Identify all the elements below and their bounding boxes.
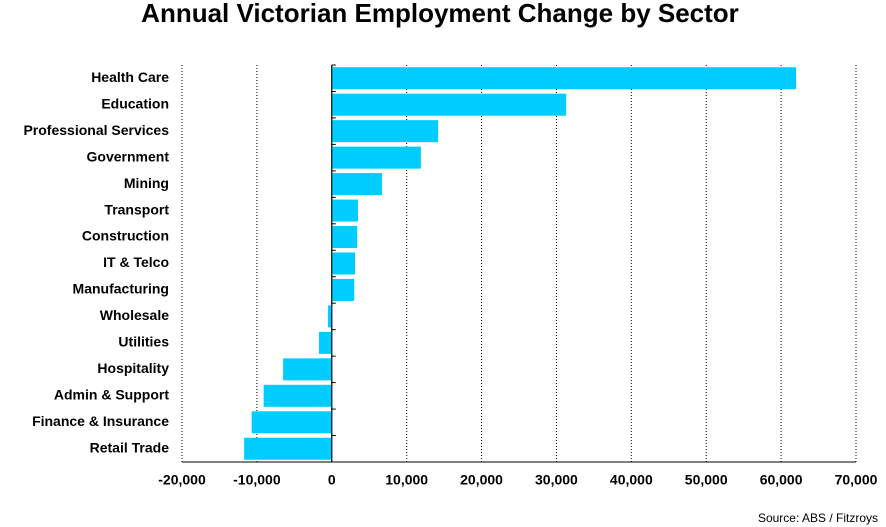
source: Source: ABS / Fitzroys: [758, 511, 878, 525]
bar: [331, 252, 355, 275]
chart-title: Annual Victorian Employment Change by Se…: [141, 0, 739, 28]
y-tick-label: Government: [87, 148, 170, 164]
bar: [331, 120, 439, 143]
y-tick-label: IT & Telco: [103, 254, 169, 270]
y-tick-label: Health Care: [91, 69, 169, 85]
y-tick-label: Wholesale: [100, 307, 169, 323]
x-tick-label: -20,000: [158, 472, 206, 488]
bar: [331, 173, 382, 196]
bar: [331, 278, 355, 301]
bar: [331, 67, 797, 90]
y-tick-label: Retail Trade: [90, 439, 170, 455]
x-tick-label: 70,000: [835, 472, 878, 488]
x-tick-label: -10,000: [233, 472, 281, 488]
bar: [244, 437, 332, 460]
y-tick-label: Admin & Support: [54, 387, 169, 403]
x-tick-label: 40,000: [610, 472, 653, 488]
bar: [331, 199, 358, 222]
bar: [319, 331, 332, 354]
y-tick-label: Utilities: [118, 334, 169, 350]
bar: [328, 305, 332, 328]
x-tick-label: 20,000: [460, 472, 503, 488]
y-tick-label: Professional Services: [23, 122, 169, 138]
y-tick-label: Manufacturing: [73, 281, 169, 297]
bar: [263, 384, 332, 407]
bar: [331, 226, 358, 249]
bar: [331, 146, 421, 169]
y-tick-label: Mining: [124, 175, 169, 191]
bar: [251, 411, 332, 434]
bar: [331, 93, 567, 116]
y-tick-label: Construction: [82, 228, 169, 244]
y-tick-label: Education: [101, 95, 169, 111]
x-tick-label: 50,000: [685, 472, 728, 488]
bar: [283, 358, 332, 381]
x-tick-label: 60,000: [760, 472, 803, 488]
x-tick-label: 0: [328, 472, 336, 488]
x-tick-label: 30,000: [535, 472, 578, 488]
y-tick-label: Transport: [104, 201, 169, 217]
x-tick-label: 10,000: [385, 472, 428, 488]
y-tick-label: Hospitality: [97, 360, 169, 376]
y-tick-label: Finance & Insurance: [32, 413, 169, 429]
